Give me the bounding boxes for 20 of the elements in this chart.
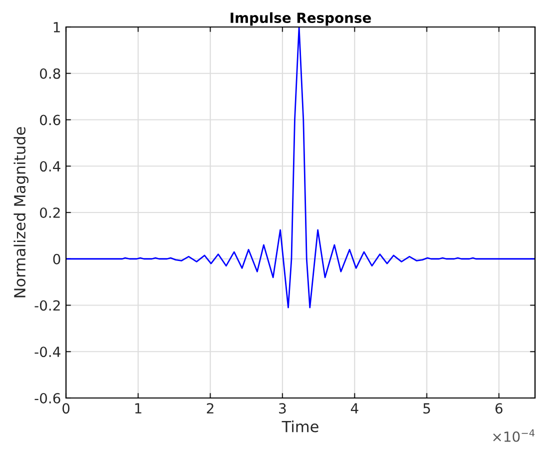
- x-tick-label: 4: [350, 403, 358, 414]
- x-tick-label: 5: [423, 403, 430, 414]
- x-axis-title: Time: [282, 420, 318, 432]
- y-tick-label: 0.4: [40, 161, 60, 172]
- x-tick-label: 2: [206, 403, 214, 414]
- y-tick-label: -0.2: [34, 300, 60, 311]
- x-tick-label: 3: [279, 403, 286, 414]
- y-tick-label: 0.6: [40, 114, 60, 126]
- chart-title: Impulse Response: [230, 12, 371, 26]
- y-tick-label: -0.6: [34, 392, 60, 404]
- y-tick-label: -0.4: [34, 346, 60, 358]
- x-tick-label: 1: [135, 403, 142, 414]
- y-tick-label: 0.2: [40, 207, 60, 218]
- text: ×10$^{−4}$: [493, 429, 535, 442]
- x-tick-label: 0: [62, 403, 70, 414]
- y-tick-label: 0: [53, 254, 60, 264]
- y-tick-label: 0.8: [40, 68, 60, 79]
- y-axis-title: Normalized Magnitude: [14, 127, 28, 298]
- x-tick-label: 6: [495, 403, 502, 414]
- y-tick-label: 1: [54, 22, 60, 32]
